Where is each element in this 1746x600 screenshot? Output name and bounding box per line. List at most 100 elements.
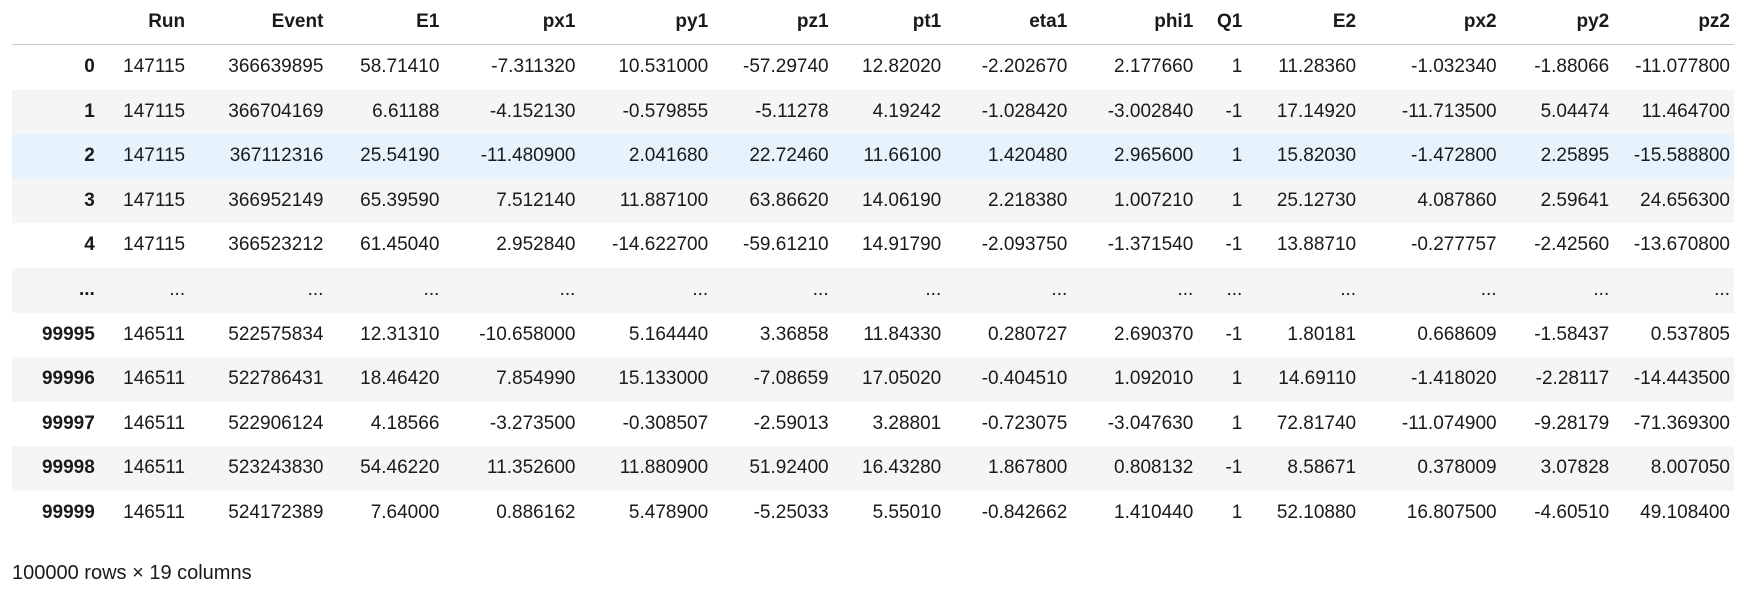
table-cell: 522786431 [197,357,336,402]
table-cell: 2.952840 [451,223,588,268]
table-cell: 147115 [106,44,198,90]
table-cell: 0.886162 [451,490,588,536]
table-cell: -57.29740 [720,44,841,90]
table-cell: 366639895 [197,44,336,90]
table-row: 1 147115 366704169 6.61188 -4.152130 -0.57985… [12,89,1734,135]
column-header-py2: py2 [1508,0,1622,45]
table-cell: -1.58437 [1508,312,1622,358]
table-cell: 2.25895 [1508,134,1622,179]
table-cell: 522575834 [197,312,336,358]
table-cell: 366523212 [197,223,336,268]
table-cell: -1 [1205,89,1255,135]
row-index: 99997 [12,401,107,447]
table-cell: 72.81740 [1254,401,1369,447]
row-index: 99995 [12,312,107,358]
row-index: 99998 [12,446,107,491]
table-row: 99999 146511 524172389 7.64000 0.886162 5.478… [12,490,1734,536]
table-cell: ... [1079,267,1206,313]
table-cell: -2.202670 [953,44,1080,90]
column-header-index [12,0,107,45]
column-header-pz2: pz2 [1621,0,1734,45]
table-cell: 4.18566 [335,401,452,447]
table-cell: 2.59641 [1508,178,1622,224]
table-cell: ... [953,267,1080,313]
table-cell: 0.378009 [1368,446,1509,491]
column-header-e2: E2 [1254,0,1369,45]
table-cell: 147115 [106,89,198,135]
table-cell: -1 [1205,446,1255,491]
table-cell: -1.418020 [1368,357,1509,402]
table-cell: 17.14920 [1254,89,1369,135]
table-cell: 2.965600 [1079,134,1206,179]
table-cell: -1.028420 [953,89,1080,135]
table-cell: 1.867800 [953,446,1080,491]
table-row: ........................................… [12,267,1734,313]
table-cell: 58.71410 [335,44,452,90]
table-cell: 524172389 [197,490,336,536]
row-index: 3 [12,178,107,224]
table-cell: 0.668609 [1368,312,1509,358]
table-cell: 52.10880 [1254,490,1369,536]
table-cell: 25.54190 [335,134,452,179]
table-cell: ... [1508,267,1622,313]
table-cell: 14.91790 [840,223,954,268]
table-cell: 14.06190 [840,178,954,224]
table-cell: 16.43280 [840,446,954,491]
column-header-py1: py1 [587,0,721,45]
table-cell: ... [197,267,336,313]
table-cell: -2.42560 [1508,223,1622,268]
column-header-px2: px2 [1368,0,1509,45]
table-cell: 146511 [106,312,198,358]
row-index: 99996 [12,357,107,402]
table-cell: 2.177660 [1079,44,1206,90]
table-cell: -0.579855 [587,89,721,135]
table-cell: -13.670800 [1621,223,1734,268]
table-cell: -2.28117 [1508,357,1622,402]
row-index: 0 [12,44,107,90]
table-cell: -0.277757 [1368,223,1509,268]
table-row: 3 147115 366952149 65.39590 7.512140 11.88710… [12,178,1734,224]
table-cell: 7.64000 [335,490,452,536]
table-row: 99996 146511 522786431 18.46420 7.854990 15.1… [12,357,1734,402]
table-cell: 1 [1205,490,1255,536]
table-cell: 24.656300 [1621,178,1734,224]
table-cell: 7.512140 [451,178,588,224]
table-cell: 522906124 [197,401,336,447]
table-cell: 146511 [106,401,198,447]
table-cell: 65.39590 [335,178,452,224]
row-index: 4 [12,223,107,268]
column-header-phi1: phi1 [1079,0,1206,45]
table-cell: 2.218380 [953,178,1080,224]
table-cell: ... [1368,267,1509,313]
table-cell: -1.371540 [1079,223,1206,268]
table-cell: 147115 [106,223,198,268]
table-cell: 16.807500 [1368,490,1509,536]
table-cell: 4.19242 [840,89,954,135]
table-cell: 51.92400 [720,446,841,491]
table-cell: -14.443500 [1621,357,1734,402]
table-cell: 8.58671 [1254,446,1369,491]
table-cell: 13.88710 [1254,223,1369,268]
table-cell: 63.86620 [720,178,841,224]
table-cell: -1.032340 [1368,44,1509,90]
table-cell: -3.273500 [451,401,588,447]
table-row: 2 147115 367112316 25.54190 -11.480900 2.0416… [12,134,1734,179]
row-index: 99999 [12,490,107,536]
table-cell: -1 [1205,312,1255,358]
table-cell: 11.880900 [587,446,721,491]
table-body: 0 147115 366639895 58.71410 -7.311320 10.5310… [12,44,1734,536]
column-header-eta1: eta1 [953,0,1080,45]
column-header-q1: Q1 [1205,0,1255,45]
table-cell: 11.464700 [1621,89,1734,135]
table-cell: -5.11278 [720,89,841,135]
column-header-run: Run [106,0,198,45]
table-cell: 366704169 [197,89,336,135]
table-cell: 1.092010 [1079,357,1206,402]
table-cell: -11.480900 [451,134,588,179]
table-cell: 7.854990 [451,357,588,402]
table-cell: 1 [1205,44,1255,90]
table-cell: ... [840,267,954,313]
table-cell: -11.713500 [1368,89,1509,135]
table-cell: 0.808132 [1079,446,1206,491]
table-cell: 25.12730 [1254,178,1369,224]
